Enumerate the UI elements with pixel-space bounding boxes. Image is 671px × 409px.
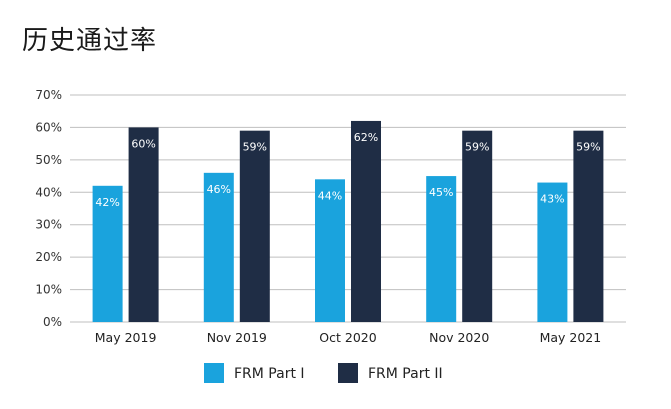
bar-part2 [573, 130, 604, 322]
bar-data-label: 59% [243, 141, 267, 154]
legend-swatch [204, 363, 224, 383]
y-tick-label: 0% [43, 315, 62, 329]
bar-part2 [462, 130, 493, 322]
x-category-label: May 2019 [95, 330, 157, 345]
x-axis-labels: May 2019 Nov 2019 Oct 2020 Nov 2020 May 2021 [95, 330, 601, 345]
bar-part1 [426, 176, 457, 322]
bar-part1 [315, 179, 345, 322]
bar-part1 [537, 182, 568, 322]
bar-data-label: 42% [95, 196, 119, 209]
bar-part1 [92, 185, 123, 322]
legend-swatch [338, 363, 358, 383]
bar-data-label: 59% [576, 141, 600, 154]
legend: FRM Part I FRM Part II [204, 363, 443, 383]
bar-data-label: 43% [540, 193, 564, 206]
bar-data-label: 60% [131, 137, 155, 150]
y-tick-label: 20% [35, 250, 62, 264]
bar-data-label: 46% [207, 183, 231, 196]
x-category-label: Nov 2019 [207, 330, 267, 345]
bar-data-label: 59% [465, 141, 489, 154]
bar-data-label: 62% [354, 131, 378, 144]
grid-lines [70, 94, 626, 323]
x-category-label: May 2021 [540, 330, 602, 345]
bar-part1 [203, 172, 234, 322]
bar-data-label: 44% [318, 189, 342, 202]
legend-label: FRM Part II [368, 366, 443, 382]
bar-part2 [351, 120, 381, 322]
x-category-label: Oct 2020 [319, 330, 376, 345]
y-tick-label: 50% [35, 153, 62, 167]
legend-label: FRM Part I [234, 366, 305, 382]
bar-part2 [128, 127, 159, 322]
y-tick-label: 60% [35, 120, 62, 134]
y-tick-label: 30% [35, 218, 62, 232]
bars: 42% 60% 46% 59% 44% 62% 45% 59% 43% 59% [92, 120, 604, 322]
y-tick-label: 70% [35, 88, 62, 102]
page-title: 历史通过率 [22, 26, 158, 56]
x-category-label: Nov 2020 [429, 330, 489, 345]
y-axis-ticks: 0% 10% 20% 30% 40% 50% 60% 70% [35, 88, 62, 329]
bar-data-label: 45% [429, 186, 453, 199]
bar-part2 [239, 130, 270, 322]
y-tick-label: 10% [35, 283, 62, 297]
y-tick-label: 40% [35, 185, 62, 199]
